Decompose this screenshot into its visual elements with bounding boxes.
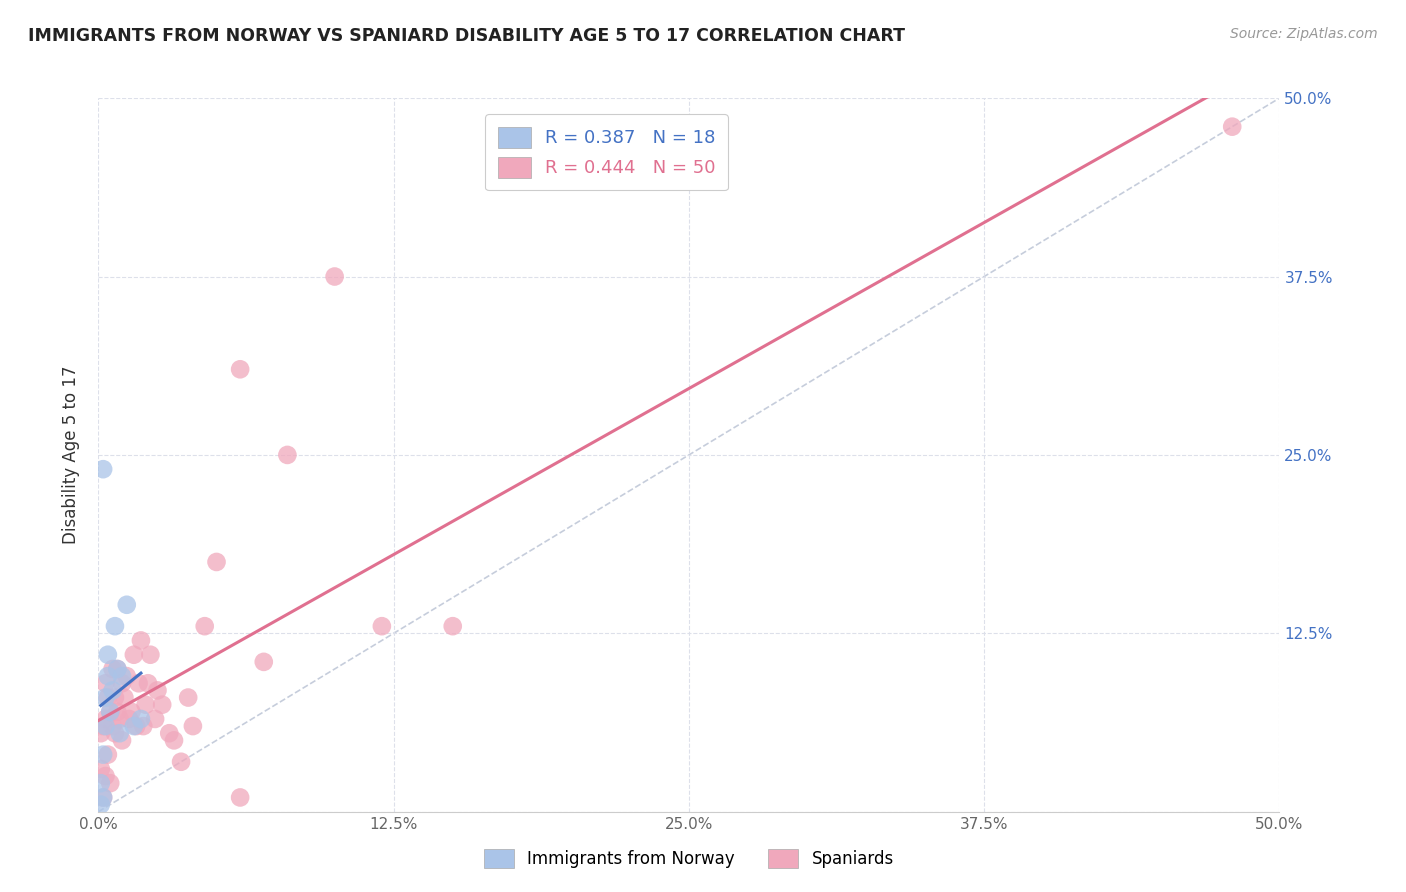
Point xyxy=(97,669,120,683)
Point xyxy=(98,705,121,719)
Point xyxy=(98,705,121,719)
Point xyxy=(97,648,120,662)
Point xyxy=(276,448,298,462)
Point xyxy=(118,712,141,726)
Point xyxy=(253,655,276,669)
Point xyxy=(111,676,134,690)
Point xyxy=(104,690,127,705)
Point xyxy=(132,719,155,733)
Point xyxy=(111,733,134,747)
Point xyxy=(91,790,114,805)
Point xyxy=(163,733,186,747)
Point xyxy=(105,662,128,676)
Point xyxy=(94,676,117,690)
Point xyxy=(94,712,117,726)
Point xyxy=(150,698,173,712)
Point xyxy=(115,669,138,683)
Point xyxy=(129,633,152,648)
Point xyxy=(108,726,131,740)
Point xyxy=(143,712,166,726)
Point xyxy=(94,690,117,705)
Point xyxy=(194,619,217,633)
Point xyxy=(121,705,143,719)
Point xyxy=(139,648,162,662)
Point xyxy=(177,690,200,705)
Point xyxy=(105,705,128,719)
Point xyxy=(98,776,121,790)
Point xyxy=(129,712,152,726)
Point xyxy=(101,662,124,676)
Point xyxy=(181,719,204,733)
Point xyxy=(90,797,112,812)
Point xyxy=(90,726,112,740)
Point xyxy=(205,555,228,569)
Point xyxy=(101,683,124,698)
Point xyxy=(90,776,112,790)
Point xyxy=(323,269,346,284)
Point xyxy=(91,462,114,476)
Legend: Immigrants from Norway, Spaniards: Immigrants from Norway, Spaniards xyxy=(477,842,901,875)
Point xyxy=(229,790,252,805)
Point xyxy=(125,719,148,733)
Point xyxy=(94,769,117,783)
Text: IMMIGRANTS FROM NORWAY VS SPANIARD DISABILITY AGE 5 TO 17 CORRELATION CHART: IMMIGRANTS FROM NORWAY VS SPANIARD DISAB… xyxy=(28,27,905,45)
Point xyxy=(104,619,127,633)
Point xyxy=(115,598,138,612)
Point xyxy=(135,698,157,712)
Point xyxy=(112,690,135,705)
Point xyxy=(91,790,114,805)
Point xyxy=(441,619,464,633)
Point xyxy=(128,676,150,690)
Point xyxy=(229,362,252,376)
Point xyxy=(122,648,145,662)
Point xyxy=(97,690,120,705)
Point xyxy=(104,726,127,740)
Point xyxy=(90,762,112,776)
Point xyxy=(94,719,117,733)
Point xyxy=(136,676,159,690)
Point xyxy=(108,712,131,726)
Point xyxy=(157,726,180,740)
Point xyxy=(371,619,394,633)
Point xyxy=(111,669,134,683)
Point xyxy=(101,719,124,733)
Text: Source: ZipAtlas.com: Source: ZipAtlas.com xyxy=(1230,27,1378,41)
Point xyxy=(91,747,114,762)
Point xyxy=(170,755,193,769)
Point xyxy=(146,683,169,698)
Point xyxy=(97,747,120,762)
Point xyxy=(122,719,145,733)
Point xyxy=(91,719,114,733)
Point xyxy=(105,662,128,676)
Point xyxy=(1220,120,1243,134)
Y-axis label: Disability Age 5 to 17: Disability Age 5 to 17 xyxy=(62,366,80,544)
